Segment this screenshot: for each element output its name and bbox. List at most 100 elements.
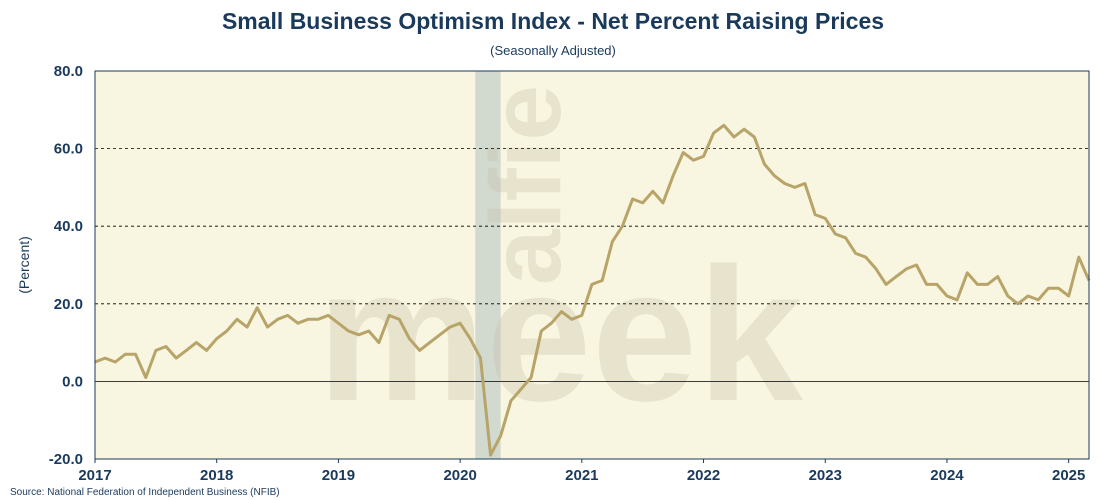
data-point	[348, 330, 350, 332]
chart-subtitle: (Seasonally Adjusted)	[490, 43, 616, 58]
x-tick-label: 2023	[809, 467, 842, 484]
data-point	[175, 357, 177, 359]
data-point	[936, 283, 938, 285]
data-point	[124, 353, 126, 355]
watermark: alfie meek	[317, 85, 803, 441]
y-tick-label: 20.0	[54, 296, 83, 313]
data-point	[1037, 299, 1039, 301]
data-point	[145, 377, 147, 379]
data-point	[1068, 295, 1070, 297]
data-point	[581, 314, 583, 316]
data-point	[926, 283, 928, 285]
data-point	[986, 283, 988, 285]
data-point	[692, 159, 694, 161]
x-tick-label: 2018	[200, 467, 233, 484]
data-point	[895, 276, 897, 278]
data-points	[94, 124, 1090, 456]
data-point	[956, 299, 958, 301]
y-tick-label: 40.0	[54, 218, 83, 235]
data-point	[713, 132, 715, 134]
source-note: Source: National Federation of Independe…	[10, 487, 280, 498]
recession-shading	[475, 71, 501, 459]
data-point	[875, 268, 877, 270]
data-point	[611, 241, 613, 243]
data-point	[530, 377, 532, 379]
data-point	[449, 326, 451, 328]
data-point	[976, 283, 978, 285]
data-point	[723, 124, 725, 126]
data-point	[469, 338, 471, 340]
data-point	[621, 225, 623, 227]
data-point	[297, 322, 299, 324]
data-point	[520, 388, 522, 390]
x-tick-label: 2025	[1052, 467, 1085, 484]
data-point	[429, 342, 431, 344]
data-point	[703, 155, 705, 157]
data-point	[540, 330, 542, 332]
data-point	[905, 268, 907, 270]
data-point	[784, 183, 786, 185]
data-point	[571, 318, 573, 320]
data-point	[753, 136, 755, 138]
data-point	[662, 202, 664, 204]
data-point	[885, 283, 887, 285]
data-point	[327, 314, 329, 316]
data-point	[378, 342, 380, 344]
data-point	[398, 318, 400, 320]
data-point	[966, 272, 968, 274]
data-point	[1047, 287, 1049, 289]
data-point	[307, 318, 309, 320]
data-point	[459, 322, 461, 324]
data-point	[834, 233, 836, 235]
data-point	[865, 256, 867, 258]
data-point	[591, 283, 593, 285]
data-point	[236, 318, 238, 320]
data-point	[216, 338, 218, 340]
data-point	[490, 454, 492, 456]
chart-title: Small Business Optimism Index - Net Perc…	[222, 8, 884, 34]
data-point	[743, 128, 745, 130]
data-point	[358, 334, 360, 336]
data-point	[419, 349, 421, 351]
plot-border	[94, 70, 1090, 460]
data-point	[226, 330, 228, 332]
data-point	[195, 342, 197, 344]
data-point	[277, 318, 279, 320]
data-point	[439, 334, 441, 336]
data-point	[642, 202, 644, 204]
data-point	[652, 190, 654, 192]
data-point	[114, 361, 116, 363]
grid	[95, 148, 1089, 382]
data-point	[165, 345, 167, 347]
x-axis: 2017 2018 2019 2020 2021 2022 2023 2024 2025	[78, 459, 1085, 484]
data-point	[155, 349, 157, 351]
y-tick-label: 80.0	[54, 63, 83, 80]
data-point	[763, 163, 765, 165]
data-point	[814, 214, 816, 216]
x-tick-label: 2019	[322, 467, 355, 484]
data-point	[287, 314, 289, 316]
watermark-alfie: alfie	[470, 85, 582, 285]
data-point	[317, 318, 319, 320]
data-point	[408, 338, 410, 340]
data-point	[510, 400, 512, 402]
y-tick-label: 60.0	[54, 141, 83, 158]
data-point	[855, 252, 857, 254]
y-tick-label: 0.0	[62, 373, 83, 390]
data-point	[479, 357, 481, 359]
data-point	[550, 322, 552, 324]
y-axis: 80.0 60.0 40.0 20.0 0.0 -20.0	[49, 63, 83, 468]
data-point	[601, 280, 603, 282]
data-point	[388, 314, 390, 316]
y-axis-label: (Percent)	[16, 236, 32, 294]
data-point	[500, 435, 502, 437]
data-point	[794, 186, 796, 188]
y-tick-label: -20.0	[49, 451, 83, 468]
data-point	[733, 136, 735, 138]
data-point	[104, 357, 106, 359]
data-point	[266, 326, 268, 328]
data-point	[946, 295, 948, 297]
x-tick-label: 2020	[443, 467, 476, 484]
data-point	[1007, 295, 1009, 297]
